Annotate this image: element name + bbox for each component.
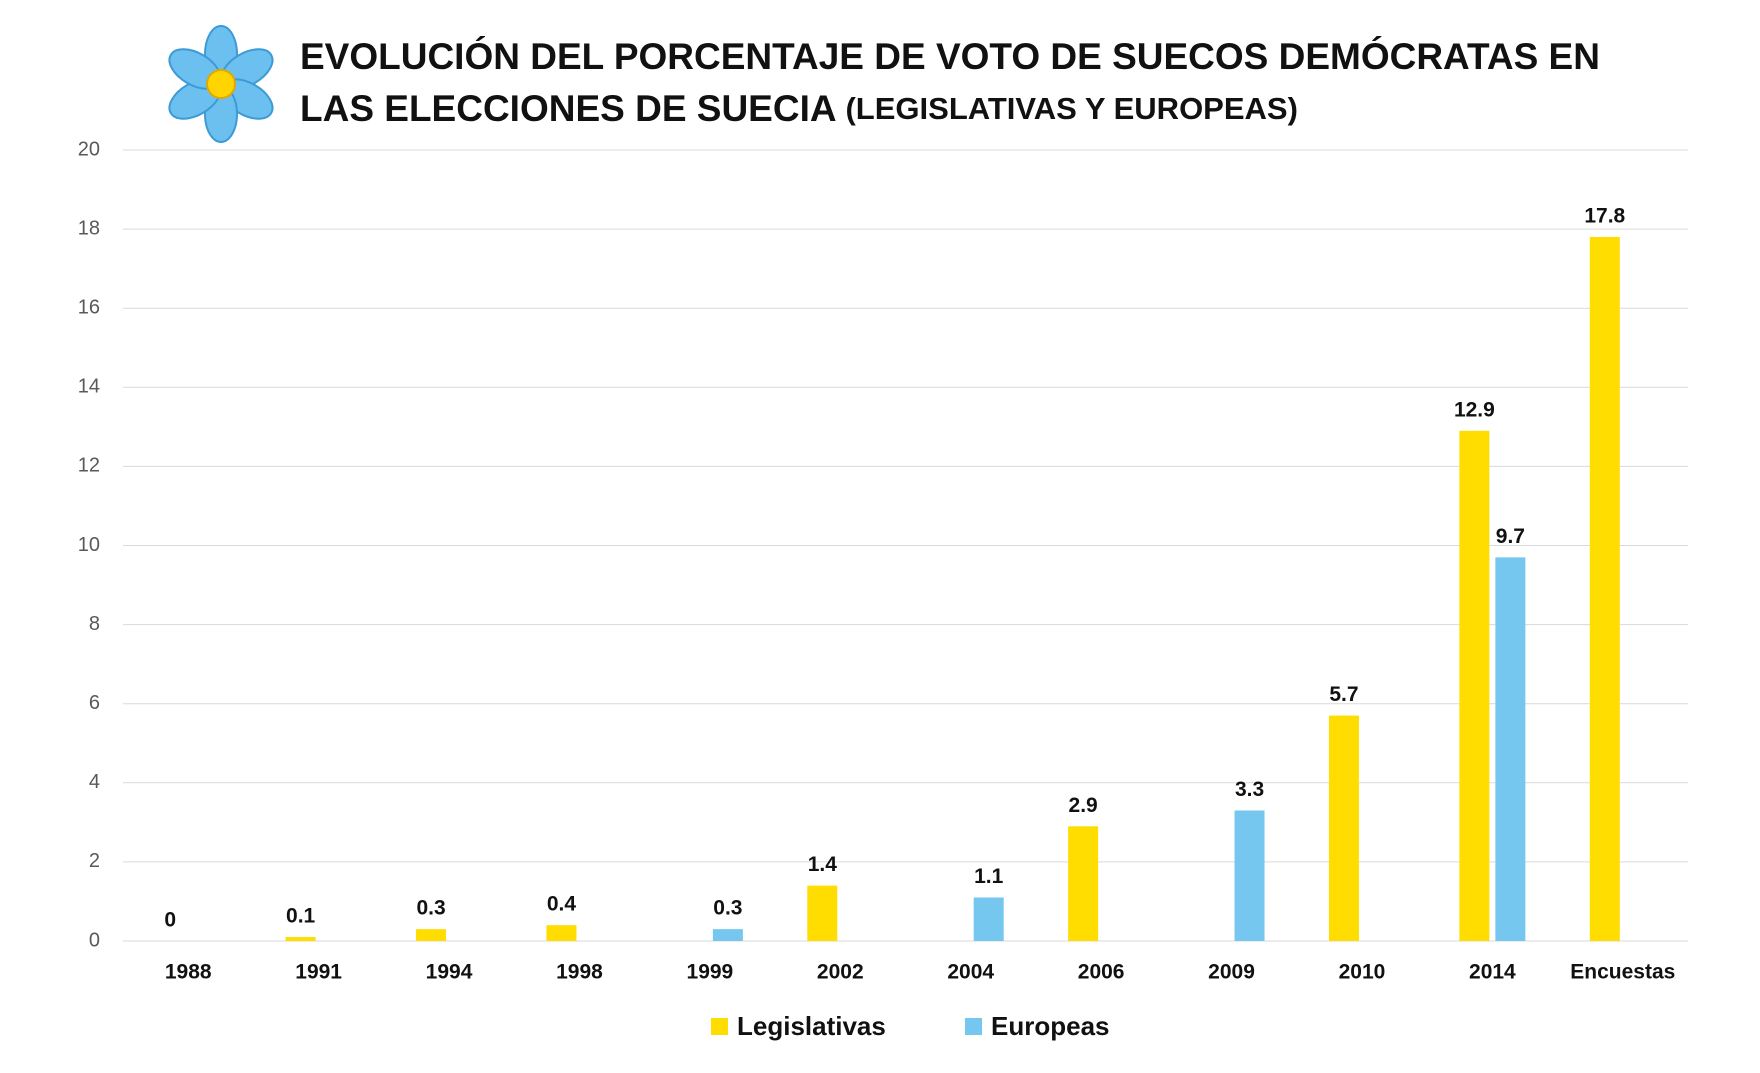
value-label: 12.9 — [1454, 398, 1495, 421]
y-tick-label: 4 — [89, 771, 100, 793]
logo — [168, 25, 274, 143]
x-tick-label: Encuestas — [1570, 961, 1675, 984]
x-tick-label: 1998 — [556, 961, 603, 984]
bar — [1068, 826, 1099, 941]
x-tick-label: 1991 — [295, 961, 342, 984]
chart-title-line: LAS ELECCIONES DE SUECIA (LEGISLATIVAS Y… — [300, 88, 1298, 129]
value-label: 9.7 — [1496, 525, 1525, 548]
y-tick-label: 0 — [89, 929, 100, 951]
chart-subtitle: (LEGISLATIVAS Y EUROPEAS) — [845, 91, 1297, 126]
y-tick-label: 10 — [78, 534, 100, 556]
y-tick-label: 18 — [78, 217, 100, 239]
y-tick-label: 2 — [89, 850, 100, 872]
x-tick-label: 2010 — [1339, 961, 1386, 984]
y-tick-label: 16 — [78, 296, 100, 318]
legend-swatch — [711, 1018, 728, 1035]
value-label: 2.9 — [1069, 794, 1098, 817]
y-tick-label: 12 — [78, 455, 100, 477]
x-tick-label: 2014 — [1469, 961, 1516, 984]
value-label: 5.7 — [1329, 683, 1358, 706]
x-tick-label: 2009 — [1208, 961, 1255, 984]
y-tick-label: 14 — [78, 376, 100, 398]
x-tick-label: 2006 — [1078, 961, 1125, 984]
bar — [1459, 430, 1490, 941]
x-tick-label: 1999 — [687, 961, 734, 984]
y-tick-label: 6 — [89, 692, 100, 714]
chart-title: EVOLUCIÓN DEL PORCENTAJE DE VOTO DE SUEC… — [300, 35, 1600, 77]
bar — [973, 897, 1004, 941]
bar — [1495, 557, 1526, 941]
value-label: 0.1 — [286, 905, 316, 928]
bar — [1589, 237, 1620, 941]
value-label: 0 — [164, 909, 176, 932]
value-label: 1.1 — [974, 865, 1004, 888]
y-tick-label: 8 — [89, 613, 100, 635]
value-label: 0.4 — [547, 893, 577, 916]
legend-swatch — [965, 1018, 982, 1035]
x-tick-label: 1994 — [426, 961, 473, 984]
legend-label: Europeas — [991, 1011, 1110, 1041]
bar — [1234, 810, 1265, 941]
bar — [285, 937, 316, 941]
bar — [1328, 715, 1359, 941]
x-tick-label: 2004 — [947, 961, 994, 984]
value-label: 1.4 — [808, 853, 838, 876]
chart-title: LAS ELECCIONES DE SUECIA — [300, 88, 836, 129]
legend-label: Legislativas — [737, 1011, 886, 1041]
bar — [546, 925, 577, 941]
bar — [416, 929, 447, 941]
x-tick-label: 2002 — [817, 961, 864, 984]
value-label: 3.3 — [1235, 778, 1264, 801]
value-label: 0.3 — [713, 897, 742, 920]
x-tick-label: 1988 — [165, 961, 212, 984]
value-label: 0.3 — [416, 897, 445, 920]
bar — [807, 885, 838, 941]
value-label: 17.8 — [1584, 205, 1625, 228]
bar — [712, 929, 743, 941]
y-tick-label: 20 — [78, 138, 100, 160]
